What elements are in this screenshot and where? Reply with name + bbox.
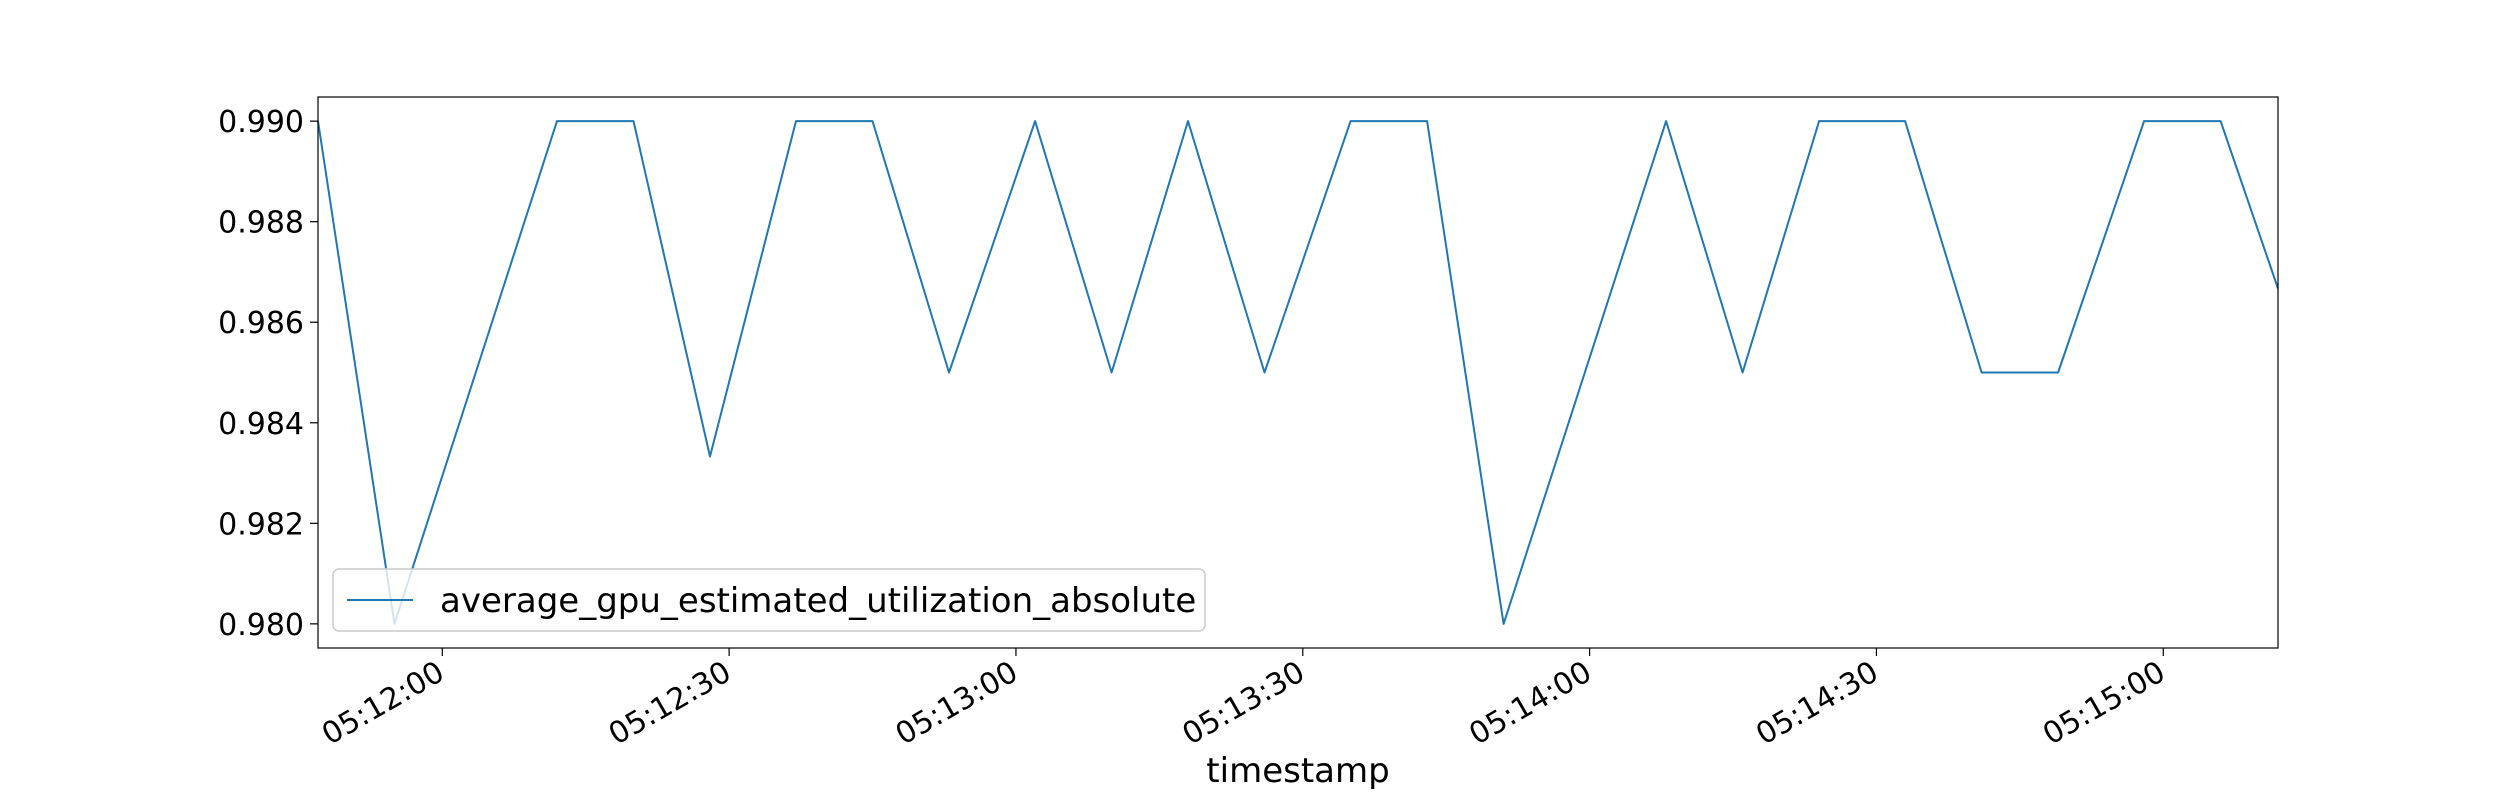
plot-area (317, 120, 2279, 625)
y-tick-label: 0.990 (218, 105, 304, 140)
y-tick-label: 0.988 (218, 206, 304, 241)
y-tick-label: 0.982 (218, 507, 304, 542)
legend-label: average_gpu_estimated_utilization_absolu… (440, 581, 1196, 621)
axes-frame (317, 96, 2279, 649)
y-axis-ticks: 0.990 0.988 0.986 0.984 0.982 0.980 (218, 105, 318, 643)
series-line-0 (317, 120, 2279, 625)
axes (317, 96, 2279, 649)
x-axis-title: timestamp (1206, 751, 1389, 791)
legend: average_gpu_estimated_utilization_absolu… (332, 568, 1206, 632)
y-tick-label: 0.980 (218, 608, 304, 643)
y-tick-label: 0.986 (218, 306, 304, 341)
y-tick-label: 0.984 (218, 407, 304, 442)
legend-box (332, 568, 1206, 632)
